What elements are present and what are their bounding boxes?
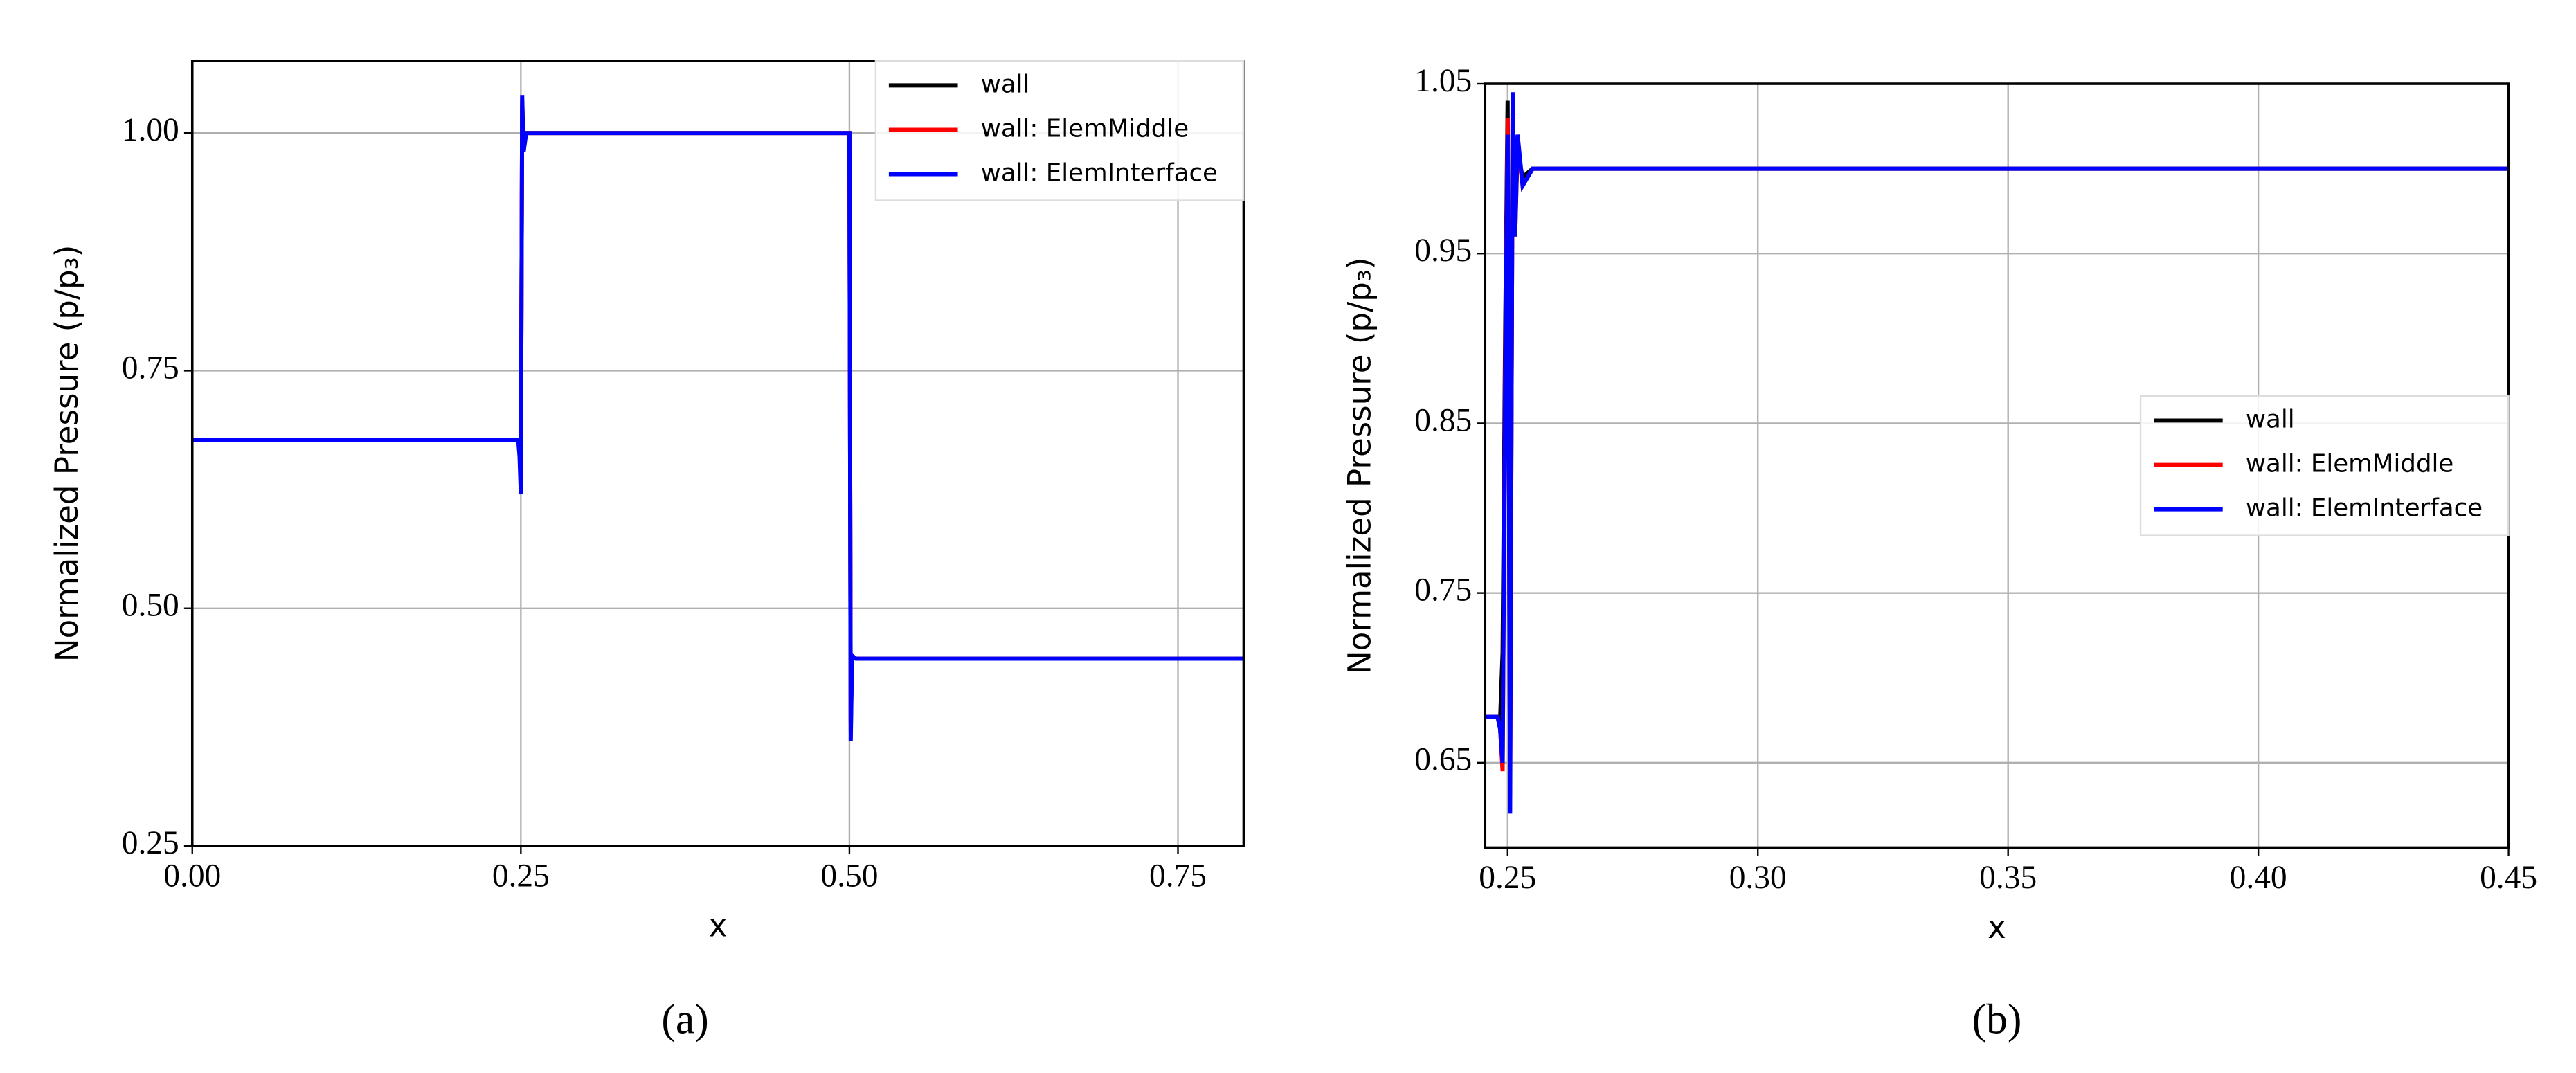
y-axis-label: Normalized Pressure (p/p₃) (1341, 258, 1378, 674)
x-tick-label: 0.35 (1979, 860, 2037, 896)
caption: (a) (661, 995, 708, 1043)
series-line (1485, 92, 2509, 814)
x-tick-label: 0.45 (2480, 860, 2537, 896)
y-tick-label: 0.50 (122, 588, 179, 624)
y-axis-label: Normalized Pressure (p/p₃) (48, 245, 85, 662)
y-tick-label: 0.95 (1414, 233, 1472, 269)
x-tick-label: 0.25 (1479, 860, 1536, 896)
plot-frame (190, 60, 1245, 847)
x-tick-label: 0.30 (1729, 860, 1787, 896)
y-tick-label: 0.25 (122, 825, 179, 861)
x-tick-label: 0.25 (492, 858, 550, 894)
y-tick-label: 0.75 (1414, 572, 1472, 608)
x-tick-label: 0.40 (2230, 860, 2287, 896)
caption: (b) (1972, 995, 2021, 1043)
y-tick-label: 0.75 (122, 350, 179, 386)
x-tick-label: 0.50 (820, 858, 878, 894)
y-tick-label: 0.85 (1414, 402, 1472, 438)
legend-label: wall: ElemInterface (981, 159, 1218, 188)
series-line (192, 95, 1244, 742)
x-tick-label: 0.00 (163, 858, 221, 894)
y-tick-label: 1.05 (1414, 63, 1472, 99)
x-tick-label: 0.75 (1149, 858, 1207, 894)
x-axis-label: x (709, 908, 728, 944)
legend-label: wall: ElemInterface (2246, 494, 2483, 523)
x-axis-label: x (1988, 909, 2006, 946)
y-tick-label: 1.00 (122, 112, 179, 148)
legend-label: wall: ElemMiddle (981, 114, 1189, 143)
legend-label: wall (981, 70, 1030, 98)
legend-label: wall: ElemMiddle (2246, 450, 2453, 478)
y-tick-label: 0.65 (1414, 742, 1472, 778)
legend-label: wall (2246, 405, 2295, 433)
